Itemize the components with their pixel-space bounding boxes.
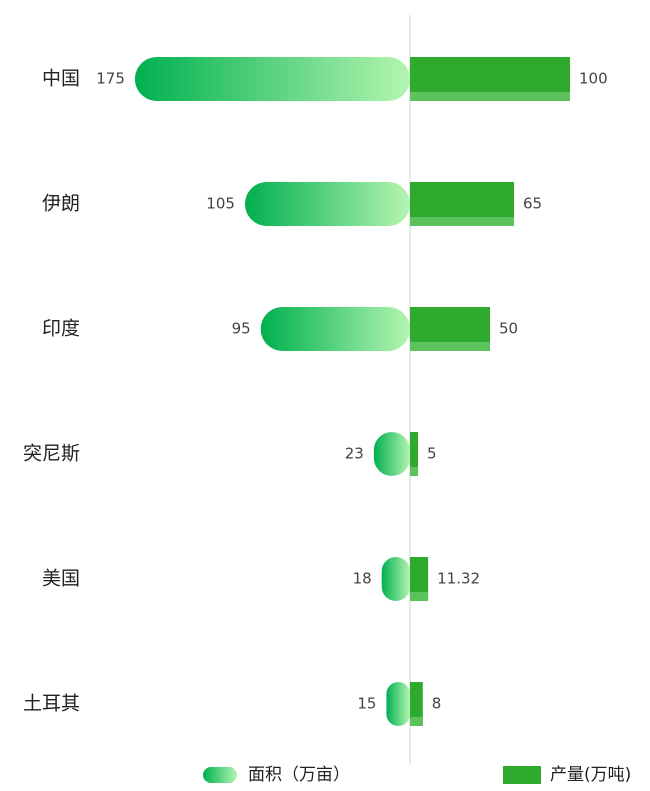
category-label: 印度 bbox=[42, 318, 80, 340]
area-value-label: 23 bbox=[345, 445, 364, 463]
yield-bar-shade bbox=[410, 717, 423, 726]
yield-value-label: 11.32 bbox=[437, 570, 480, 588]
yield-value-label: 8 bbox=[432, 695, 442, 713]
yield-value-label: 65 bbox=[523, 195, 542, 213]
legend-swatch bbox=[503, 766, 541, 784]
category-label: 伊朗 bbox=[42, 193, 80, 215]
yield-bar bbox=[410, 682, 423, 726]
yield-bar-shade bbox=[410, 592, 429, 601]
area-value-label: 95 bbox=[232, 320, 251, 338]
yield-bar-shade bbox=[410, 342, 490, 351]
category-label: 中国 bbox=[42, 68, 80, 90]
yield-bar bbox=[410, 432, 418, 476]
area-value-label: 105 bbox=[206, 195, 235, 213]
yield-value-label: 5 bbox=[427, 445, 437, 463]
area-bar bbox=[386, 682, 410, 726]
yield-bar-shade bbox=[410, 217, 514, 226]
area-bar bbox=[373, 432, 410, 476]
area-bar bbox=[260, 307, 410, 351]
area-value-label: 18 bbox=[353, 570, 372, 588]
yield-bar-shade bbox=[410, 467, 418, 476]
category-label: 突尼斯 bbox=[23, 443, 80, 465]
category-label: 土耳其 bbox=[23, 693, 80, 715]
legend-label: 产量(万吨) bbox=[550, 765, 631, 785]
area-value-label: 175 bbox=[96, 70, 125, 88]
area-bar bbox=[381, 557, 410, 601]
area-value-label: 15 bbox=[357, 695, 376, 713]
category-label: 美国 bbox=[42, 568, 80, 590]
area-bar bbox=[244, 182, 410, 226]
legend-swatch bbox=[203, 767, 237, 783]
area-bar bbox=[134, 57, 410, 101]
legend-label: 面积（万亩） bbox=[248, 765, 350, 785]
yield-bar bbox=[410, 557, 429, 601]
yield-value-label: 50 bbox=[499, 320, 518, 338]
yield-bar-shade bbox=[410, 92, 570, 101]
yield-value-label: 100 bbox=[579, 70, 608, 88]
